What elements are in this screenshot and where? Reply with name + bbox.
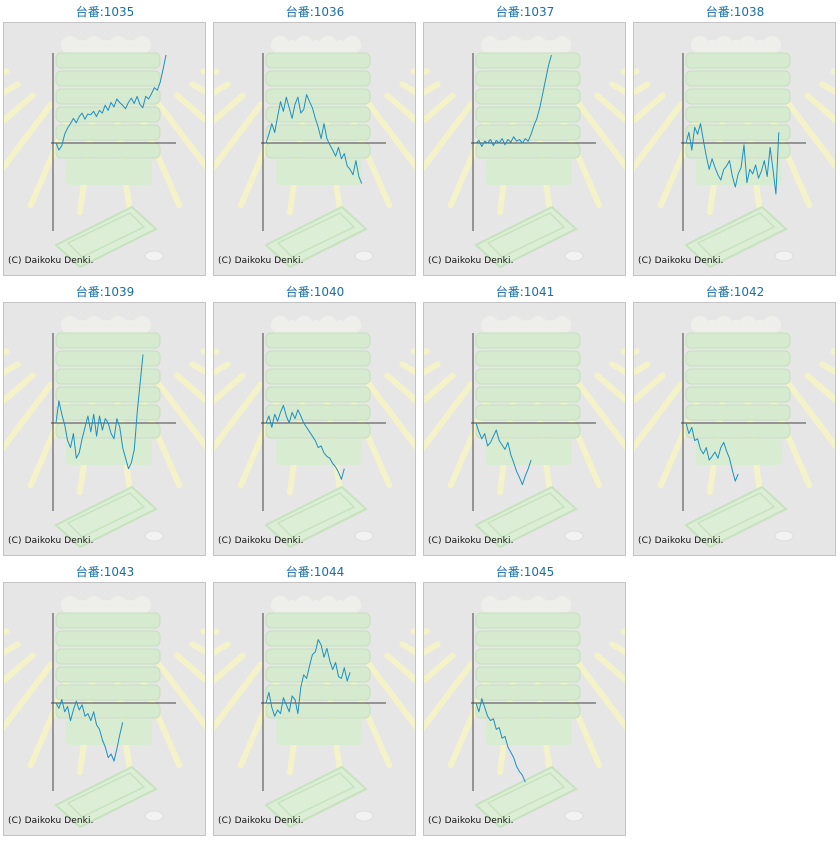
series-line (475, 698, 526, 783)
chart-title: 台番:1044 (285, 565, 345, 579)
chart-panel: (C) Daikoku Denki. (213, 582, 416, 836)
chart-svg (424, 316, 625, 549)
chart-title: 台番:1042 (705, 285, 765, 299)
background-artwork (214, 36, 415, 269)
chart-cell: 台番:1040 (C) Daikoku Denki. (210, 280, 420, 560)
series-line (685, 123, 780, 195)
chart-svg (4, 36, 205, 269)
series-line (475, 422, 532, 486)
copyright-text: (C) Daikoku Denki. (428, 536, 514, 546)
background-artwork (634, 36, 835, 269)
chart-cell: 台番:1044 (C) Daikoku Denki. (210, 560, 420, 840)
chart-panel: (C) Daikoku Denki. (423, 302, 626, 556)
chart-title: 台番:1038 (705, 5, 765, 19)
chart-svg (424, 36, 625, 269)
background-artwork (214, 316, 415, 549)
chart-svg (214, 316, 415, 549)
chart-panel: (C) Daikoku Denki. (423, 22, 626, 276)
copyright-text: (C) Daikoku Denki. (218, 816, 304, 826)
background-artwork (424, 596, 625, 829)
chart-cell: 台番:1041 (C) Daikoku Denki. (420, 280, 630, 560)
chart-svg (214, 36, 415, 269)
chart-panel: (C) Daikoku Denki. (3, 22, 206, 276)
copyright-text: (C) Daikoku Denki. (638, 256, 724, 266)
chart-cell: 台番:1039 (C) Daikoku Denki. (0, 280, 210, 560)
series-line (265, 404, 345, 480)
chart-svg (634, 36, 835, 269)
series-line (685, 422, 739, 482)
chart-svg (634, 316, 835, 549)
copyright-text: (C) Daikoku Denki. (638, 536, 724, 546)
chart-title: 台番:1045 (495, 565, 555, 579)
chart-panel: (C) Daikoku Denki. (423, 582, 626, 836)
chart-svg (4, 596, 205, 829)
copyright-text: (C) Daikoku Denki. (428, 816, 514, 826)
chart-panel: (C) Daikoku Denki. (3, 582, 206, 836)
chart-cell: 台番:1038 (C) Daikoku Denki. (630, 0, 840, 280)
chart-svg (424, 596, 625, 829)
chart-title: 台番:1036 (285, 5, 345, 19)
copyright-text: (C) Daikoku Denki. (8, 816, 94, 826)
background-artwork (214, 596, 415, 829)
chart-cell: 台番:1037 (C) Daikoku Denki. (420, 0, 630, 280)
chart-cell: 台番:1036 (C) Daikoku Denki. (210, 0, 420, 280)
chart-panel: (C) Daikoku Denki. (633, 22, 836, 276)
series-line (265, 94, 363, 184)
background-artwork (4, 316, 205, 549)
chart-title: 台番:1043 (75, 565, 135, 579)
chart-title: 台番:1041 (495, 285, 555, 299)
copyright-text: (C) Daikoku Denki. (8, 536, 94, 546)
chart-title: 台番:1040 (285, 285, 345, 299)
background-artwork (4, 36, 205, 269)
series-line (55, 354, 144, 470)
chart-cell: 台番:1035 (C) Daikoku Denki. (0, 0, 210, 280)
series-line (475, 54, 552, 147)
chart-panel: (C) Daikoku Denki. (213, 22, 416, 276)
background-artwork (4, 596, 205, 829)
chart-svg (214, 596, 415, 829)
chart-title: 台番:1035 (75, 5, 135, 19)
chart-cell: 台番:1042 (C) Daikoku Denki. (630, 280, 840, 560)
series-line (55, 54, 167, 151)
background-artwork (634, 316, 835, 549)
series-line (55, 699, 124, 762)
chart-panel: (C) Daikoku Denki. (213, 302, 416, 556)
copyright-text: (C) Daikoku Denki. (8, 256, 94, 266)
chart-panel: (C) Daikoku Denki. (3, 302, 206, 556)
chart-title: 台番:1039 (75, 285, 135, 299)
copyright-text: (C) Daikoku Denki. (428, 256, 514, 266)
chart-cell: 台番:1045 (C) Daikoku Denki. (420, 560, 630, 840)
copyright-text: (C) Daikoku Denki. (218, 256, 304, 266)
chart-svg (4, 316, 205, 549)
series-line (265, 639, 351, 717)
chart-title: 台番:1037 (495, 5, 555, 19)
background-artwork (424, 36, 625, 269)
chart-cell: 台番:1043 (C) Daikoku Denki. (0, 560, 210, 840)
chart-panel: (C) Daikoku Denki. (633, 302, 836, 556)
background-artwork (424, 316, 625, 549)
copyright-text: (C) Daikoku Denki. (218, 536, 304, 546)
